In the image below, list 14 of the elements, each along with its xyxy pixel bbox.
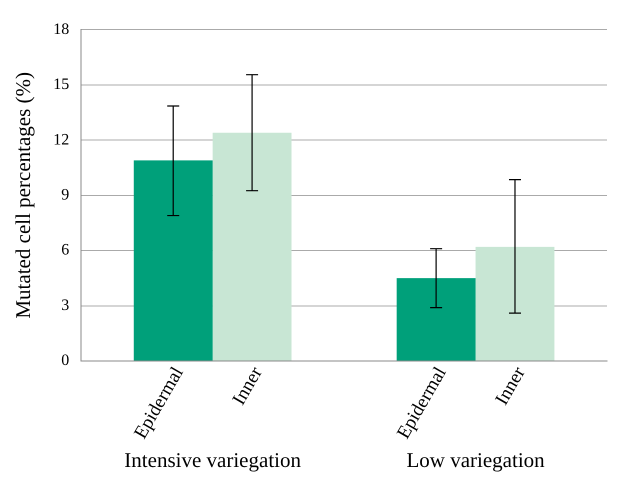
- y-tick-label: 3: [61, 296, 70, 314]
- y-tick-label: 6: [61, 242, 70, 259]
- bar: [396, 278, 476, 360]
- bar: [212, 132, 292, 360]
- bar: [476, 246, 554, 360]
- bar: [134, 160, 213, 360]
- x-tick-label: Intensive variegation: [124, 448, 302, 472]
- y-tick-label: 18: [53, 20, 70, 38]
- x-tick-label: Low variegation: [406, 448, 546, 472]
- y-tick-label: 0: [61, 352, 70, 370]
- y-tick-label: 12: [53, 131, 70, 148]
- y-tick-label: 15: [53, 76, 70, 94]
- y-tick-label: 9: [61, 186, 70, 204]
- y-axis-title: Mutated cell percentages (%): [11, 72, 36, 319]
